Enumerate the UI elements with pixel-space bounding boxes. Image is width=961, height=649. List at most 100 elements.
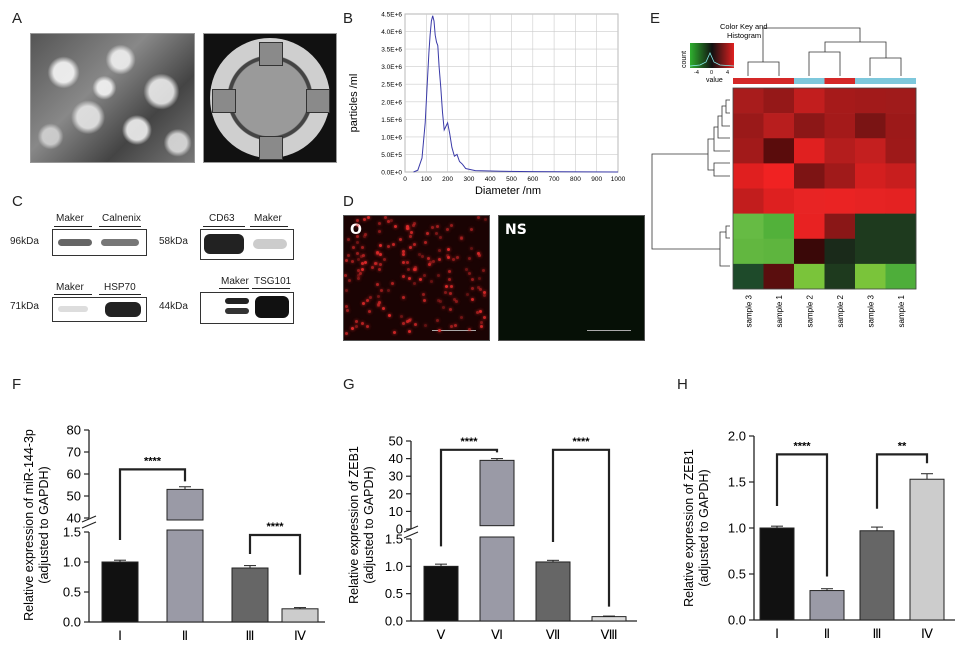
fluorescent-particle: [409, 245, 413, 249]
heatmap-cell: [763, 213, 795, 240]
y-tick-label: 1.5: [385, 532, 403, 547]
fluorescent-particle: [390, 219, 394, 223]
fluorescent-particle: [370, 265, 374, 269]
bar: [231, 567, 269, 623]
fluorescent-particle: [378, 268, 382, 272]
panel-label-a: A: [12, 10, 23, 27]
nta-distribution-curve: [413, 15, 619, 173]
blot-band: [58, 306, 88, 312]
lane-underline: [252, 288, 290, 290]
heatmap-cell: [824, 88, 856, 114]
heatmap-cell: [763, 188, 795, 214]
x-category-label: Ⅴ: [437, 627, 446, 642]
tem-grid-hole: [259, 42, 283, 66]
panel-label-h: H: [677, 376, 688, 393]
fluorescence-image-ns: NS: [498, 215, 645, 341]
fluorescent-particle: [402, 261, 405, 265]
fluorescent-particle: [476, 251, 480, 255]
fluorescent-particle: [378, 222, 382, 225]
fluorescent-particle: [469, 247, 473, 251]
fluorescent-particle: [407, 318, 411, 322]
fluorescent-particle: [420, 255, 424, 258]
nta-y-tick: 1.0E+6: [381, 134, 402, 141]
bar: [535, 561, 571, 622]
heatmap-cell: [763, 113, 795, 139]
heatmap-column-label: O, sample 2: [836, 294, 845, 328]
lane-underline: [99, 294, 141, 296]
fluorescent-particle: [408, 330, 412, 334]
x-category-label: Ⅲ: [873, 626, 882, 641]
x-category-label: Ⅳ: [921, 626, 933, 641]
fluorescent-particle: [360, 322, 364, 326]
fluorescent-particle: [365, 299, 369, 303]
fluorescent-particle: [470, 228, 473, 232]
tem-grid-hole: [306, 89, 330, 113]
fluorescent-particle: [409, 230, 413, 234]
heatmap-cell: [824, 163, 856, 189]
y-tick-label: 40: [67, 511, 81, 526]
significance-label: **: [898, 440, 907, 452]
color-key-gradient: [690, 43, 734, 68]
bar: [591, 616, 627, 622]
panel-label-e: E: [650, 10, 661, 27]
fluorescence-label-ns: NS: [505, 222, 527, 238]
heatmap-cell: [733, 238, 764, 265]
blot1-lane2-label: Calnenix: [102, 213, 141, 224]
y-tick-label: 80: [67, 423, 81, 438]
x-category-label: Ⅶ: [546, 627, 561, 642]
fluorescent-particle: [359, 272, 363, 276]
sample-group-bar: [733, 78, 916, 84]
fluorescent-particle: [412, 223, 416, 227]
chart-f-mir144: Relative expression of miR-144-3p (adjust…: [22, 423, 325, 643]
significance-label: ****: [266, 521, 284, 533]
nta-y-tick: 1.5E+6: [381, 117, 402, 124]
axis-break-gap: [166, 521, 204, 529]
nta-x-tick: 600: [527, 176, 538, 183]
blot1-membrane: [52, 229, 147, 256]
fluorescent-particle: [402, 274, 406, 278]
nta-x-tick: 400: [485, 176, 496, 183]
tem-grid-hole: [259, 136, 283, 160]
y-tick-label: 0.5: [385, 586, 403, 601]
fluorescent-particle: [470, 297, 474, 301]
fluorescent-particle: [361, 262, 365, 265]
fluorescent-particle: [417, 253, 421, 257]
nta-y-tick: 2.0E+6: [381, 99, 402, 106]
blot2-membrane: [200, 229, 294, 260]
fluorescent-particle: [435, 232, 439, 235]
heatmap-cell: [885, 113, 917, 139]
blot2-mw: 58kDa: [159, 236, 188, 247]
heatmap-cell: [794, 163, 825, 189]
fluorescent-particle: [391, 281, 394, 285]
y-tick-label: 1.5: [63, 525, 81, 540]
x-category-label: Ⅷ: [600, 627, 617, 642]
fluorescent-particle: [362, 217, 366, 221]
heatmap-cell: [733, 138, 764, 164]
fluorescent-particle: [479, 321, 483, 325]
fluorescent-particle: [376, 295, 380, 299]
fluorescent-particle: [478, 276, 482, 280]
fluorescent-particle: [344, 273, 347, 277]
y-tick-label: 1.0: [728, 521, 746, 536]
fluorescent-particle: [351, 326, 354, 330]
fluorescent-particle: [421, 293, 425, 296]
fluorescent-particle: [449, 308, 453, 312]
heatmap-cell: [733, 188, 764, 214]
fluorescent-particle: [344, 289, 348, 293]
fluorescent-particle: [438, 235, 442, 239]
lane-underline: [54, 226, 92, 228]
nta-x-tick: 200: [442, 176, 453, 183]
heatmap-cell: [794, 138, 825, 164]
color-key-value-label: value: [706, 77, 723, 84]
fluorescent-particle: [355, 319, 358, 323]
chart-h-zeb1: Relative expression of ZEB1 (adjusted to …: [682, 429, 955, 641]
heatmap-cell: [824, 213, 856, 240]
axis-break-mark: [81, 515, 97, 529]
heatmap-cell: [763, 238, 795, 265]
color-key-tick: -4: [694, 70, 699, 76]
fluorescent-particle: [351, 246, 355, 250]
panel-label-c: C: [12, 193, 23, 210]
fluorescent-particle: [471, 286, 475, 290]
y-tick-label: 50: [67, 489, 81, 504]
heatmap-column-labels: O, sample 3 O, sample 1 P, sample 2 O, samp…: [744, 294, 906, 328]
